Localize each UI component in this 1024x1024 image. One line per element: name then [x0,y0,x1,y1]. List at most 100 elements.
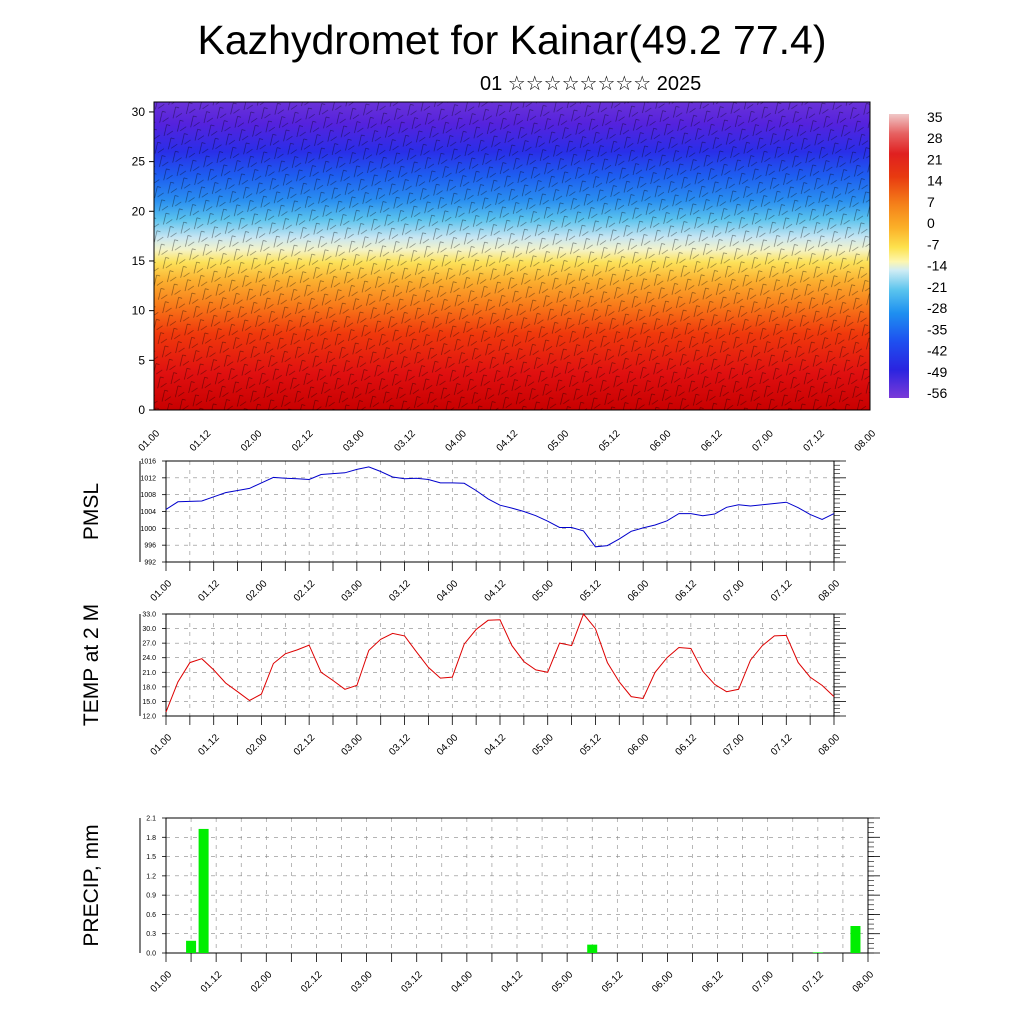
heatmap-x-tick-label: 02.12 [290,428,316,454]
precip-x-tick-label: 04.00 [450,969,476,995]
colorbar-label: 7 [927,194,935,210]
temp-y-tick-label: 33.0 [142,612,156,619]
pmsl-y-tick-label: 992 [144,560,156,567]
precip-y-tick-label: 1.2 [146,873,156,880]
temp-series-line [165,613,835,713]
precip-y-tick-label: 2.1 [146,816,156,823]
precip-x-tick-label: 03.00 [349,969,375,995]
colorbar-label: -35 [927,321,947,337]
temp-y-tick-label: 15.0 [142,699,156,706]
pmsl-x-tick-label: 04.00 [435,578,461,604]
temp-x-tick-label: 03.12 [387,732,413,758]
pmsl-x-tick-label: 02.12 [292,578,318,604]
temp-x-tick-label: 02.00 [244,732,270,758]
pmsl-x-tick-label: 07.00 [721,578,747,604]
precip-x-tick-label: 02.00 [249,969,275,995]
temp-y-tick-label: 21.0 [142,670,156,677]
precip-x-tick-label: 05.00 [550,969,576,995]
colorbar-label: 35 [927,109,943,125]
pmsl-x-tick-label: 05.12 [578,578,604,604]
pmsl-y-axis-title: PMSL [80,483,103,540]
precip-x-tick-label: 02.12 [299,969,325,995]
colorbar-label: -14 [927,258,947,274]
heatmap-x-tick-label: 04.00 [444,428,470,454]
heatmap-x-tick-label: 03.00 [341,428,367,454]
heatmap-y-tick-label: 25 [132,155,146,169]
temp-x-tick-label: 07.00 [721,732,747,758]
temp-x-tick-label: 07.12 [769,732,795,758]
precip-x-tick-label: 08.00 [851,969,877,995]
colorbar-label: 0 [927,215,935,231]
temp-x-tick-label: 08.00 [817,732,843,758]
temp-y-tick-label: 30.0 [142,626,156,633]
colorbar-label: 14 [927,173,943,189]
heatmap-x-tick-label: 03.12 [392,428,418,454]
pmsl-x-tick-label: 06.12 [674,578,700,604]
precip-y-tick-label: 0.3 [146,931,156,938]
pmsl-x-tick-label: 01.00 [149,578,175,604]
heatmap-y-tick-label: 15 [132,254,146,268]
pmsl-x-tick-label: 02.00 [244,578,270,604]
page-title: Kazhydromet for Kainar(49.2 77.4) [197,17,827,63]
precip-y-tick-label: 0.6 [146,912,156,919]
temp-y-tick-label: 24.0 [142,655,156,662]
pmsl-x-tick-label: 05.00 [530,578,556,604]
precip-bar [587,944,598,953]
temp-x-tick-label: 04.00 [435,732,461,758]
heatmap-y-tick-label: 30 [132,105,146,119]
heatmap-x-tick-label: 08.00 [853,428,879,454]
colorbar-label: -49 [927,364,947,380]
heatmap-x-tick-label: 07.00 [750,428,776,454]
temp-x-tick-label: 04.12 [483,732,509,758]
precip-y-tick-label: 1.8 [146,835,156,842]
precip-y-axis-title: PRECIP, mm [80,824,103,946]
temp-x-tick-label: 03.00 [340,732,366,758]
temp-y-axis-title: TEMP at 2 M [80,604,103,726]
temp-frame [165,613,835,717]
precip-x-tick-label: 01.12 [199,969,225,995]
heatmap-y-tick-label: 5 [138,353,145,367]
precip-y-tick-label: 0.0 [146,951,156,958]
pmsl-x-tick-label: 07.12 [769,578,795,604]
pmsl-x-tick-label: 01.12 [196,578,222,604]
colorbar-label: -42 [927,343,947,359]
colorbar-label: -7 [927,236,940,252]
pmsl-x-tick-label: 06.00 [626,578,652,604]
pmsl-y-tick-label: 1004 [140,509,156,516]
heatmap-y-tick-label: 20 [132,204,146,218]
heatmap-x-tick-label: 01.12 [188,428,214,454]
heatmap-x-tick-label: 04.12 [495,428,521,454]
heatmap-x-tick-label: 06.12 [699,428,725,454]
pmsl-x-tick-label: 08.00 [817,578,843,604]
precip-x-tick-label: 07.00 [750,969,776,995]
heatmap-frame [153,101,871,411]
pmsl-series-line [165,466,835,548]
pmsl-x-tick-label: 03.00 [340,578,366,604]
pmsl-y-tick-label: 1008 [140,492,156,499]
precip-x-tick-label: 05.12 [600,969,626,995]
colorbar-label: -21 [927,279,947,295]
heatmap-x-tick-label: 05.12 [597,428,623,454]
temp-y-tick-label: 12.0 [142,714,156,721]
precip-x-tick-label: 04.12 [500,969,526,995]
temp-y-tick-label: 18.0 [142,684,156,691]
precip-frame [165,817,869,954]
colorbar-label: 28 [927,130,943,146]
colorbar-label: -56 [927,385,947,401]
temp-x-tick-label: 05.00 [530,732,556,758]
wind-barbs-overlay [154,102,870,410]
temp-x-tick-label: 06.00 [626,732,652,758]
precip-x-tick-label: 06.00 [650,969,676,995]
pmsl-y-tick-label: 1016 [140,459,156,466]
page-subtitle: 01 ☆☆☆☆☆☆☆☆ 2025 [480,73,702,95]
pmsl-y-tick-label: 1000 [140,526,156,533]
heatmap-x-tick-label: 05.00 [546,428,572,454]
precip-bar [198,828,209,953]
heatmap-x-tick-label: 01.00 [137,428,163,454]
pmsl-y-tick-label: 996 [144,543,156,550]
heatmap-y-tick-label: 0 [138,403,145,417]
heatmap-y-tick-label: 10 [132,304,146,318]
temp-x-tick-label: 06.12 [674,732,700,758]
pmsl-frame [165,460,835,563]
